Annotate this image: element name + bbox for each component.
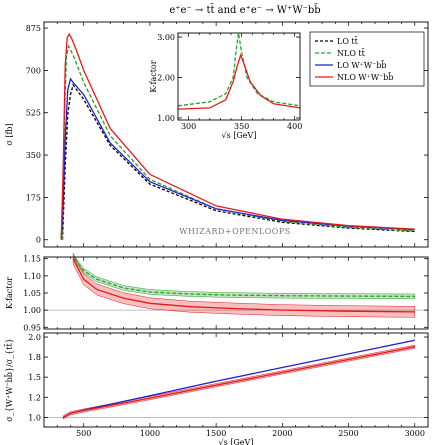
inset-xtick-label: 350 [234,122,249,131]
kfactor-band-1 [72,253,416,318]
main-axes-frame [43,21,429,248]
inset-y-axis-label: K-factor [149,60,158,92]
inset-ytick-label: 1.00 [157,114,175,123]
main-ytick-label: 0 [36,236,41,245]
inset-series-line-1 [178,53,300,110]
kfactor-band-0 [74,255,416,300]
main-cross-section-panel: 0 175 350 525 700 875 σ [fb] [5,21,429,248]
legend: LO tt̄ NLO tt̄ LO W⁺W⁻bb̄ NLO W⁺W⁻bb̄ [309,31,425,87]
watermark-text: WHIZARD+OPENLOOPS [179,227,290,236]
main-series-line-3 [60,32,415,240]
main-ytick-label: 525 [26,109,41,118]
kfactor-ytick-label: 1.10 [23,272,41,281]
ratio-ytick-label: 2.0 [28,333,41,342]
ratio-panel: 1.0 1.2 1.5 1.8 2.0 500 1000 1500 2000 2500 3000 σ_… [4,332,429,445]
ratio-xtick-label: 1000 [140,429,160,438]
main-ytick-label: 875 [26,24,41,33]
kfactor-ytick-label: 1.15 [23,255,41,264]
legend-label-1: NLO tt̄ [337,48,366,58]
ratio-x-axis-label: √s [GeV] [219,438,254,445]
ratio-y-axis-label: σ_{W⁺W⁻bb̄}/σ_{tt̄} [4,338,14,422]
kfactor-ytick-label: 1.00 [23,306,41,315]
main-ytick-label: 700 [26,66,41,75]
k-factor-panel: 0.95 1.00 1.05 1.10 1.15 K-factor [5,253,429,332]
ratio-ytick-label: 1.8 [28,353,41,362]
inset-xtick-label: 300 [181,122,196,131]
inset-ytick-label: 3.00 [157,33,175,42]
ratio-xtick-label: 500 [76,429,91,438]
main-series-line-0 [61,83,415,240]
main-ytick-label: 175 [26,193,41,202]
ratio-series-line-1 [62,346,415,418]
inset-background [178,33,300,120]
figure-title: e⁺e⁻ → tt̄ and e⁺e⁻ → W⁺W⁻bb̄ [169,4,320,16]
inset-k-factor-panel: 1.00 2.00 3.00 300 350 400 K-factor √s [GeV] [149,32,302,140]
main-y-axis-label: σ [fb] [5,123,14,145]
legend-label-2: LO W⁺W⁻bb̄ [337,60,387,70]
main-ytick-label: 350 [26,151,41,160]
kfactor-ytick-label: 1.05 [23,289,41,298]
legend-label-3: NLO W⁺W⁻bb̄ [337,72,394,82]
ratio-xtick-label: 1500 [206,429,226,438]
inset-ytick-label: 2.00 [157,74,175,83]
ratio-ytick-label: 1.2 [28,393,41,402]
ratio-ytick-label: 1.0 [28,413,41,422]
inset-axes-frame [177,32,301,121]
inset-xtick-label: 400 [287,122,302,131]
main-series-line-2 [60,77,415,240]
inset-x-axis-label: √s [GeV] [222,131,257,140]
legend-label-0: LO tt̄ [337,36,359,46]
ratio-xtick-label: 2000 [272,429,292,438]
kfactor-series-line-1 [72,258,415,313]
ratio-axes-frame [43,332,429,428]
ratio-band-1 [62,344,416,420]
kfactor-ytick-label: 0.95 [23,323,41,332]
kfactor-series-line-0 [73,258,415,298]
ratio-xtick-label: 2500 [338,429,358,438]
ratio-xtick-label: 3000 [405,429,425,438]
kfactor-y-axis-label: K-factor [5,277,14,309]
ratio-ytick-label: 1.5 [28,373,41,382]
